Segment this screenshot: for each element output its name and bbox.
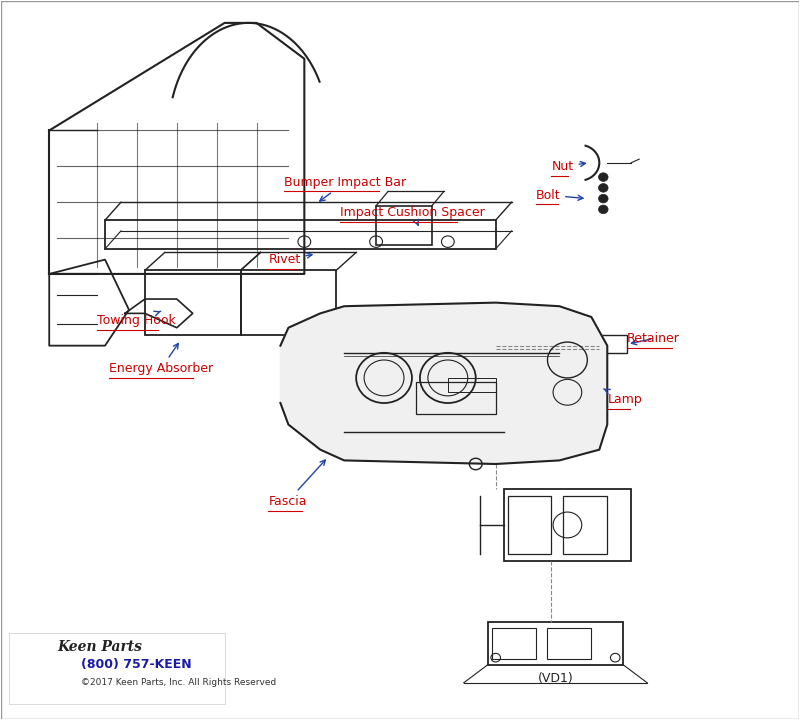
Bar	[241, 270, 336, 335]
Text: Energy Absorber: Energy Absorber	[109, 343, 213, 375]
Bar	[599, 335, 627, 353]
Text: Keen Parts: Keen Parts	[57, 639, 142, 654]
Text: Bolt: Bolt	[535, 189, 583, 202]
Text: (800) 757-KEEN: (800) 757-KEEN	[81, 658, 192, 671]
Text: Impact Cushion Spacer: Impact Cushion Spacer	[340, 207, 485, 225]
Bar	[504, 489, 631, 561]
Bar	[563, 496, 607, 554]
Bar	[416, 382, 496, 414]
Bar	[376, 206, 432, 246]
Bar	[105, 220, 496, 249]
Bar	[508, 496, 551, 554]
Polygon shape	[281, 302, 607, 464]
Text: Bumper Impact Bar: Bumper Impact Bar	[285, 176, 406, 201]
Text: Retainer: Retainer	[627, 332, 680, 345]
Text: (VD1): (VD1)	[538, 672, 574, 685]
Text: Lamp: Lamp	[604, 389, 642, 406]
Bar	[488, 622, 623, 665]
Bar	[145, 270, 241, 335]
Circle shape	[598, 173, 608, 181]
Text: Fascia: Fascia	[269, 460, 326, 508]
Text: ©2017 Keen Parts, Inc. All Rights Reserved: ©2017 Keen Parts, Inc. All Rights Reserv…	[81, 678, 276, 688]
Bar	[492, 628, 535, 659]
Bar	[448, 378, 496, 392]
Text: Rivet: Rivet	[269, 253, 312, 266]
Text: Towing Hook: Towing Hook	[97, 311, 176, 327]
Text: Nut: Nut	[551, 160, 586, 173]
Circle shape	[598, 194, 608, 203]
Circle shape	[598, 205, 608, 214]
Bar	[547, 628, 591, 659]
Circle shape	[598, 184, 608, 192]
